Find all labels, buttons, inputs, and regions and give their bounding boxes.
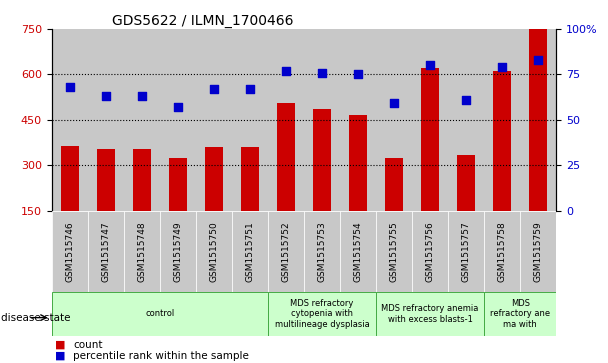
- Bar: [421, 68, 439, 211]
- Bar: [268, 211, 304, 292]
- Text: GSM1515756: GSM1515756: [426, 221, 435, 282]
- Point: [461, 97, 471, 103]
- Bar: [448, 29, 484, 211]
- Bar: [268, 292, 376, 336]
- Text: ■: ■: [55, 351, 65, 361]
- Point: [173, 104, 183, 110]
- Bar: [241, 147, 259, 211]
- Bar: [412, 29, 448, 211]
- Bar: [88, 29, 124, 211]
- Text: count: count: [73, 340, 103, 350]
- Bar: [484, 29, 520, 211]
- Text: GSM1515747: GSM1515747: [102, 221, 110, 282]
- Point: [245, 86, 255, 92]
- Point: [137, 93, 147, 99]
- Bar: [385, 158, 403, 211]
- Text: MDS refractory
cytopenia with
multilineage dysplasia: MDS refractory cytopenia with multilinea…: [275, 299, 370, 329]
- Point: [65, 84, 75, 90]
- Bar: [349, 115, 367, 211]
- Bar: [304, 211, 340, 292]
- Bar: [196, 211, 232, 292]
- Bar: [376, 292, 484, 336]
- Bar: [484, 292, 556, 336]
- Text: GSM1515752: GSM1515752: [282, 221, 291, 282]
- Bar: [376, 211, 412, 292]
- Text: GSM1515751: GSM1515751: [246, 221, 254, 282]
- Text: control: control: [145, 310, 174, 318]
- Point: [317, 70, 327, 76]
- Bar: [196, 29, 232, 211]
- Bar: [520, 29, 556, 211]
- Text: MDS refractory anemia
with excess blasts-1: MDS refractory anemia with excess blasts…: [381, 304, 479, 324]
- Bar: [52, 292, 268, 336]
- Bar: [277, 103, 295, 211]
- Text: GSM1515749: GSM1515749: [173, 221, 182, 282]
- Bar: [205, 147, 223, 211]
- Text: GSM1515758: GSM1515758: [498, 221, 506, 282]
- Bar: [448, 211, 484, 292]
- Text: MDS
refractory ane
ma with: MDS refractory ane ma with: [490, 299, 550, 329]
- Point: [497, 64, 507, 70]
- Bar: [97, 148, 115, 211]
- Bar: [124, 29, 160, 211]
- Point: [209, 86, 219, 92]
- Bar: [52, 211, 88, 292]
- Point: [353, 72, 363, 77]
- Text: GSM1515754: GSM1515754: [354, 221, 362, 282]
- Text: GSM1515753: GSM1515753: [317, 221, 326, 282]
- Text: GSM1515750: GSM1515750: [209, 221, 218, 282]
- Bar: [340, 211, 376, 292]
- Point: [426, 62, 435, 68]
- Text: disease state: disease state: [1, 313, 70, 323]
- Bar: [232, 211, 268, 292]
- Bar: [169, 158, 187, 211]
- Bar: [457, 155, 475, 211]
- Bar: [313, 109, 331, 211]
- Bar: [52, 29, 88, 211]
- Text: GSM1515757: GSM1515757: [461, 221, 471, 282]
- Bar: [124, 211, 160, 292]
- Text: ■: ■: [55, 340, 65, 350]
- Bar: [61, 146, 78, 211]
- Text: GSM1515755: GSM1515755: [390, 221, 399, 282]
- Text: GSM1515759: GSM1515759: [534, 221, 543, 282]
- Bar: [133, 148, 151, 211]
- Text: percentile rank within the sample: percentile rank within the sample: [73, 351, 249, 361]
- Bar: [412, 211, 448, 292]
- Bar: [530, 0, 547, 211]
- Point: [281, 68, 291, 74]
- Bar: [493, 72, 511, 211]
- Text: GSM1515748: GSM1515748: [137, 221, 147, 282]
- Point: [101, 93, 111, 99]
- Bar: [340, 29, 376, 211]
- Bar: [232, 29, 268, 211]
- Bar: [160, 211, 196, 292]
- Text: GSM1515746: GSM1515746: [65, 221, 74, 282]
- Bar: [484, 211, 520, 292]
- Point: [533, 57, 543, 63]
- Bar: [376, 29, 412, 211]
- Text: GDS5622 / ILMN_1700466: GDS5622 / ILMN_1700466: [112, 14, 294, 28]
- Bar: [268, 29, 304, 211]
- Bar: [520, 211, 556, 292]
- Bar: [304, 29, 340, 211]
- Point: [389, 101, 399, 106]
- Bar: [88, 211, 124, 292]
- Bar: [160, 29, 196, 211]
